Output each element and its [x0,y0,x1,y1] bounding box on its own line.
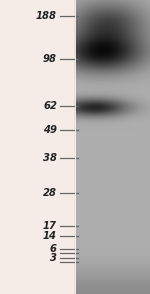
Text: 14: 14 [43,231,57,241]
Text: 28: 28 [43,188,57,198]
Text: 49: 49 [43,125,57,135]
Bar [0,0,75,294]
Text: 3: 3 [50,253,57,263]
Text: 98: 98 [43,54,57,64]
Text: 6: 6 [50,244,57,254]
Text: 17: 17 [43,221,57,231]
Bar [75,0,150,294]
Text: 62: 62 [43,101,57,111]
Text: 188: 188 [36,11,57,21]
Text: 38: 38 [43,153,57,163]
